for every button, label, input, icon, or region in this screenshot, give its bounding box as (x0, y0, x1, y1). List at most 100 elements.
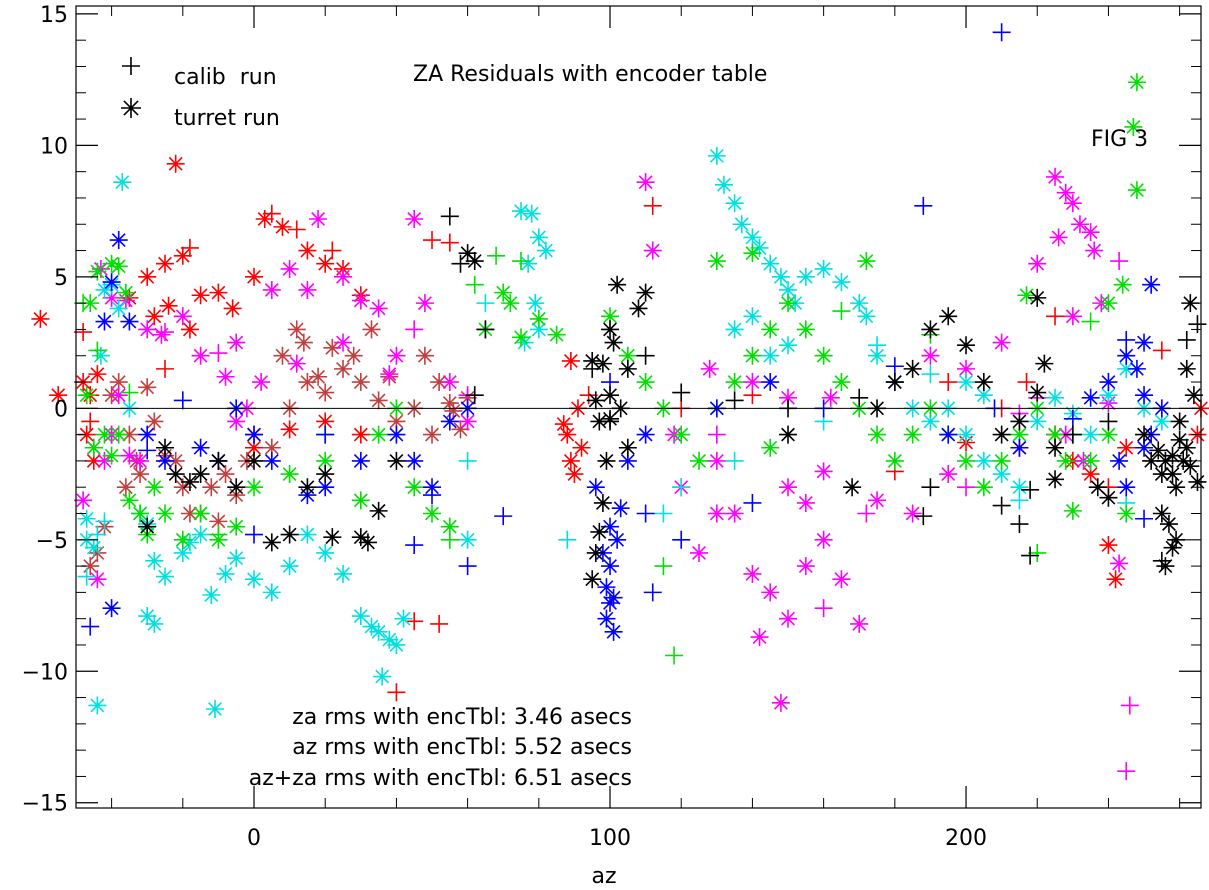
data-point-asterisk (280, 420, 299, 439)
data-point-asterisk (583, 570, 602, 589)
data-point-asterisk (334, 359, 353, 378)
data-point-asterisk (1124, 117, 1143, 136)
data-point-asterisk (529, 309, 548, 328)
data-point-asterisk (369, 391, 388, 410)
y-tick-label: 15 (40, 3, 68, 28)
data-point-plus (451, 254, 470, 273)
data-point-asterisk (1177, 438, 1196, 457)
data-point-asterisk (843, 478, 862, 497)
data-point-asterisk (451, 420, 470, 439)
data-point-asterisk (84, 438, 103, 457)
data-point-asterisk (102, 599, 121, 618)
data-point-asterisk (280, 557, 299, 576)
data-point-asterisk (611, 499, 630, 518)
data-point-asterisk (832, 273, 851, 292)
data-point-asterisk (743, 307, 762, 326)
data-point-asterisk (95, 280, 114, 299)
data-point-asterisk (362, 617, 381, 636)
data-point-plus (156, 323, 175, 342)
data-point-plus (707, 425, 726, 444)
data-point-asterisk (519, 254, 538, 273)
data-point-plus (1177, 330, 1196, 349)
data-point-asterisk (1081, 388, 1100, 407)
data-point-asterisk (725, 320, 744, 339)
data-point-asterisk (593, 354, 612, 373)
data-point-asterisk (145, 551, 164, 570)
data-point-plus (1010, 491, 1029, 510)
data-point-asterisk (725, 504, 744, 523)
data-point-asterisk (1113, 275, 1132, 294)
data-point-asterisk (750, 238, 769, 257)
data-point-asterisk (1010, 425, 1029, 444)
data-point-asterisk (1110, 451, 1129, 470)
data-point-plus (1017, 373, 1036, 392)
data-point-asterisk (512, 328, 531, 347)
data-point-asterisk (156, 438, 175, 457)
y-tick-label: 10 (40, 134, 68, 159)
data-point-asterisk (601, 593, 620, 612)
data-point-asterisk (131, 451, 150, 470)
data-point-asterisk (725, 373, 744, 392)
data-point-asterisk (351, 451, 370, 470)
data-point-asterisk (173, 246, 192, 265)
data-point-plus (405, 320, 424, 339)
data-point-asterisk (88, 570, 107, 589)
data-point-plus (921, 478, 940, 497)
data-point-asterisk (1028, 254, 1047, 273)
data-point-asterisk (779, 425, 798, 444)
data-point-asterisk (173, 543, 192, 562)
data-point-asterisk (572, 438, 591, 457)
data-point-asterisk (1156, 557, 1175, 576)
data-point-asterisk (84, 451, 103, 470)
data-point-plus (939, 373, 958, 392)
data-point-plus (914, 196, 933, 215)
data-point-asterisk (957, 425, 976, 444)
data-point-asterisk (1156, 451, 1175, 470)
data-point-plus (885, 357, 904, 376)
data-point-plus (725, 451, 744, 470)
data-point-asterisk (1117, 504, 1136, 523)
data-point-asterisk (494, 283, 513, 302)
data-point-asterisk (529, 320, 548, 339)
data-point-asterisk (750, 628, 769, 647)
data-point-asterisk (458, 530, 477, 549)
data-point-asterisk (771, 693, 790, 712)
data-point-asterisk (1099, 536, 1118, 555)
data-point-asterisk (351, 491, 370, 510)
data-point-asterisk (590, 412, 609, 431)
x-axis-label: az (591, 864, 616, 889)
data-point-asterisk (255, 209, 274, 228)
data-point-asterisk (280, 259, 299, 278)
data-point-asterisk (1163, 446, 1182, 465)
data-point-asterisk (821, 388, 840, 407)
data-point-asterisk (334, 564, 353, 583)
data-point-asterisk (209, 451, 228, 470)
data-point-asterisk (95, 312, 114, 331)
data-point-plus (173, 391, 192, 410)
data-point-asterisk (832, 373, 851, 392)
data-point-asterisk (1142, 275, 1161, 294)
data-point-asterisk (88, 262, 107, 281)
data-point-asterisk (465, 252, 484, 271)
data-point-asterisk (351, 425, 370, 444)
data-point-asterisk (166, 465, 185, 484)
data-point-asterisk (415, 346, 434, 365)
data-point-asterisk (180, 533, 199, 552)
data-point-asterisk (1117, 438, 1136, 457)
data-point-asterisk (430, 373, 449, 392)
data-point-plus (1021, 480, 1040, 499)
data-point-asterisk (690, 451, 709, 470)
data-point-asterisk (796, 267, 815, 286)
data-point-asterisk (316, 383, 335, 402)
data-point-plus (601, 412, 620, 431)
data-point-asterisk (725, 194, 744, 213)
data-point-asterisk (273, 217, 292, 236)
data-point-asterisk (761, 254, 780, 273)
data-point-asterisk (957, 451, 976, 470)
data-point-asterisk (618, 451, 637, 470)
data-point-asterisk (102, 288, 121, 307)
data-point-plus (512, 252, 531, 271)
data-point-asterisk (77, 509, 96, 528)
y-tick-label: −15 (22, 792, 68, 817)
